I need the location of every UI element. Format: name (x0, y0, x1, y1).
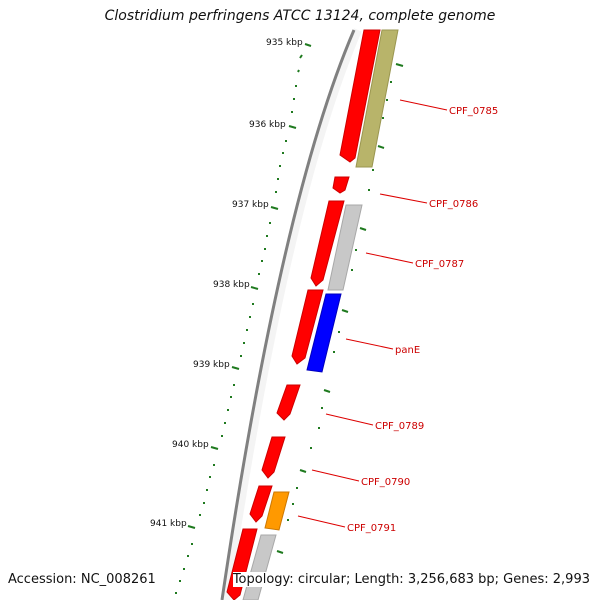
scale-label-941: 941 kbp (150, 519, 187, 529)
tick-939 (231, 366, 240, 370)
gene-label-pane: panE (395, 345, 420, 356)
gene-pane-blue (306, 293, 342, 373)
scale-label-936: 936 kbp (249, 120, 286, 130)
scale-label-939: 939 kbp (193, 360, 230, 370)
scale-track (175, 54, 303, 594)
genome-stats: Topology: circular; Length: 3,256,683 bp… (232, 572, 590, 587)
gene-cpf0785-red (339, 29, 381, 163)
tick-938 (250, 286, 259, 290)
map-title: Clostridium perfringens ATCC 13124, comp… (104, 8, 496, 24)
outer-ticks (276, 63, 404, 554)
gene-label-cpf0787: CPF_0787 (415, 259, 464, 270)
gene-pane-red (291, 289, 324, 365)
gene-cpf0785-khaki (355, 29, 399, 168)
tick-937 (270, 206, 279, 210)
gene-cpf0786 (332, 176, 350, 194)
tick-936 (288, 125, 297, 129)
genome-backbone-line (220, 29, 356, 600)
gene-label-cpf0790: CPF_0790 (361, 477, 410, 488)
length-value: 3,256,683 bp; (407, 572, 500, 587)
gene-label-cpf0785: CPF_0785 (449, 106, 498, 117)
accession-info: Accession: NC_008261 (8, 572, 156, 587)
accession-value: NC_008261 (80, 572, 156, 587)
gene-cpf0787-red (310, 200, 345, 287)
gene-cpf0790 (261, 436, 286, 479)
genes-label: Genes: (503, 572, 549, 587)
gene-cpf0789 (276, 384, 301, 421)
gene-features (226, 29, 399, 600)
genes-value: 2,993 (552, 572, 590, 587)
gene-label-cpf0791: CPF_0791 (347, 523, 396, 534)
gene-label-cpf0786: CPF_0786 (429, 199, 478, 210)
tick-941 (187, 525, 196, 529)
genome-backbone (222, 28, 362, 600)
gene-cpf0787-grey (327, 204, 363, 291)
gene-cpf0791-red (249, 485, 273, 523)
scale-label-938: 938 kbp (213, 280, 250, 290)
scale-label-937: 937 kbp (232, 200, 269, 210)
length-label: Length: (354, 572, 404, 587)
topology-label: Topology: (232, 572, 294, 587)
gene-callouts (297, 99, 448, 528)
gene-cpf0791-orange (264, 491, 290, 531)
gene-label-cpf0789: CPF_0789 (375, 421, 424, 432)
topology-value: circular; (297, 572, 351, 587)
scale-label-940: 940 kbp (172, 440, 209, 450)
scale-label-935: 935 kbp (266, 38, 303, 48)
tick-935 (304, 43, 312, 47)
tick-940 (210, 446, 219, 450)
scale-major-ticks (187, 43, 312, 529)
accession-label: Accession: (8, 572, 77, 587)
